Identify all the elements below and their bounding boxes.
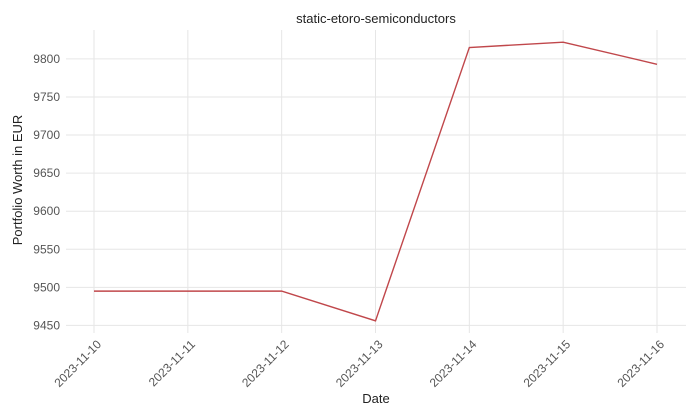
x-tick-label: 2023-11-11 [146, 337, 198, 389]
y-axis-ticks: 9450 9500 9550 9600 9650 9700 9750 9800 [33, 52, 60, 332]
series-lines [94, 41, 658, 322]
x-tick-label: 2023-11-14 [427, 337, 480, 390]
grid-lines [66, 30, 686, 333]
y-tick-label: 9800 [33, 52, 60, 66]
chart-title: static-etoro-semiconductors [296, 11, 456, 26]
x-tick-label: 2023-11-13 [333, 337, 386, 390]
y-axis-title: Portfolio Worth in EUR [10, 115, 25, 246]
x-tick-label: 2023-11-10 [51, 337, 104, 390]
x-tick-label: 2023-11-15 [521, 337, 574, 390]
y-tick-label: 9500 [33, 280, 60, 294]
x-tick-label: 2023-11-12 [239, 337, 292, 390]
y-tick-label: 9650 [33, 166, 60, 180]
x-axis-title: Date [362, 391, 389, 406]
y-tick-label: 9450 [33, 318, 60, 332]
x-axis-ticks: 2023-11-10 2023-11-11 2023-11-12 2023-11-13… [51, 337, 667, 390]
series-line [94, 41, 658, 322]
x-tick-label: 2023-11-16 [614, 337, 667, 390]
y-tick-label: 9750 [33, 90, 60, 104]
y-tick-label: 9700 [33, 128, 60, 142]
y-tick-label: 9600 [33, 204, 60, 218]
y-tick-label: 9550 [33, 242, 60, 256]
